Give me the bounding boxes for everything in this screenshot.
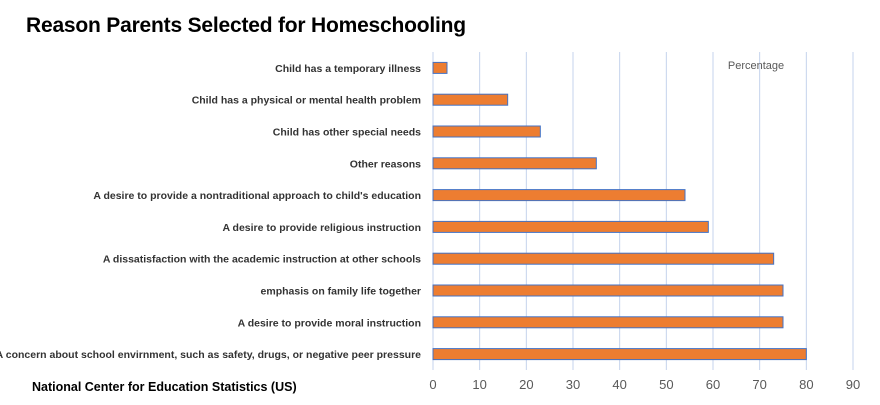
category-label: A concern about school envirnment, such … xyxy=(0,349,421,361)
bar xyxy=(432,284,784,297)
bar xyxy=(432,348,807,361)
x-tick-label: 40 xyxy=(612,377,626,392)
category-labels: Child has a temporary illness Child has a… xyxy=(0,63,421,361)
x-tick-label: 90 xyxy=(846,377,860,392)
bar xyxy=(432,189,686,202)
bar xyxy=(432,157,597,170)
chart-title: Reason Parents Selected for Homeschoolin… xyxy=(26,14,466,37)
x-tick-label: 30 xyxy=(566,377,580,392)
category-label: A desire to provide moral instruction xyxy=(238,317,421,329)
bar xyxy=(432,252,775,265)
category-label: Other reasons xyxy=(350,158,421,170)
x-tick-label: 80 xyxy=(799,377,813,392)
category-label: A desire to provide religious instructio… xyxy=(222,222,421,234)
category-label: A dissatisfaction with the academic inst… xyxy=(103,254,421,266)
x-axis-ticks: 0 10 20 30 40 50 60 70 80 90 xyxy=(429,377,860,392)
category-label: emphasis on family life together xyxy=(261,286,421,298)
bar xyxy=(432,125,541,138)
x-tick-label: 10 xyxy=(472,377,486,392)
x-tick-label: 20 xyxy=(519,377,533,392)
bar xyxy=(432,316,784,329)
category-label: Child has a physical or mental health pr… xyxy=(192,95,421,107)
category-label: Child has a temporary illness xyxy=(275,63,421,75)
bars xyxy=(432,61,807,361)
legend-entry: Percentage xyxy=(728,60,784,72)
x-tick-label: 70 xyxy=(752,377,766,392)
category-label: A desire to provide a nontraditional app… xyxy=(93,190,421,202)
x-tick-label: 0 xyxy=(429,377,436,392)
source-note: National Center for Education Statistics… xyxy=(32,380,297,394)
bar xyxy=(432,93,509,106)
x-tick-label: 50 xyxy=(659,377,673,392)
x-tick-label: 60 xyxy=(706,377,720,392)
category-label: Child has other special needs xyxy=(273,127,421,139)
bar xyxy=(432,220,709,233)
bar xyxy=(432,61,448,74)
